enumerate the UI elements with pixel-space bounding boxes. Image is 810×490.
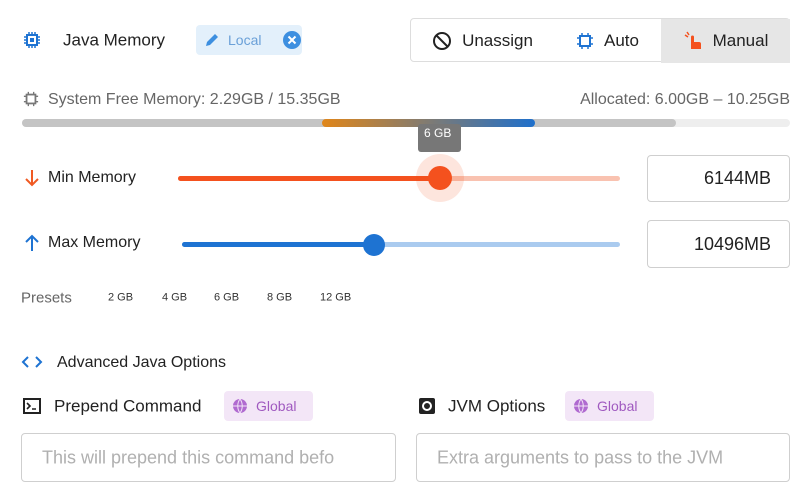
manual-button[interactable]: Manual — [661, 19, 790, 63]
badge-text: Local — [228, 32, 262, 48]
min-fill — [178, 176, 440, 181]
code-icon — [21, 356, 43, 368]
pencil-icon — [206, 34, 218, 46]
allocated: Allocated: 6.00GB – 10.25GB — [580, 91, 790, 108]
mode-group: Unassign Auto Manual — [410, 18, 790, 63]
jvm-input[interactable]: Extra arguments to pass to the JVM — [416, 433, 790, 482]
prepend-label: Prepend Command — [54, 396, 202, 416]
min-label: Min Memory — [48, 169, 137, 186]
presets-label: Presets — [21, 289, 72, 307]
mode-text: Manual — [712, 31, 769, 50]
min-thumb[interactable] — [428, 166, 452, 190]
preset-option[interactable]: 8 GB — [267, 291, 293, 304]
jvm-label: JVM Options — [448, 396, 546, 416]
mode-text: Unassign — [462, 31, 533, 50]
slider-tooltip: 6 GB — [418, 124, 461, 152]
max-input[interactable]: 10496 MB — [647, 220, 790, 268]
globe-icon — [574, 398, 588, 414]
max-track — [182, 242, 620, 247]
globe-icon — [233, 398, 247, 414]
terminal-icon — [23, 398, 41, 414]
advanced-title: Advanced Java Options — [57, 354, 226, 371]
gear-icon — [419, 398, 435, 414]
chip-icon — [577, 33, 593, 49]
unassign-icon — [433, 32, 452, 50]
unassign-button[interactable]: Unassign — [411, 19, 554, 63]
allocated-range — [322, 119, 535, 127]
system-free: System Free Memory: 2.29GB / 15.35GB — [48, 91, 341, 108]
up-arrow — [25, 234, 39, 251]
min-unit: MB — [744, 168, 771, 188]
prepend-input[interactable]: This will prepend this command befo — [21, 433, 396, 482]
max-unit: MB — [744, 233, 771, 254]
placeholder: This will prepend this command befo — [42, 447, 335, 467]
chip-icon — [24, 32, 40, 48]
preset-option[interactable]: 6 GB — [214, 291, 240, 304]
down-arrow — [25, 170, 39, 187]
remove-icon[interactable] — [282, 30, 302, 50]
placeholder: Extra arguments to pass to the JVM — [437, 447, 724, 467]
badge-text: Global — [256, 398, 297, 414]
mode-text: Auto — [604, 31, 639, 50]
chip-icon — [23, 91, 39, 107]
max-value: 10496 — [693, 233, 744, 254]
max-fill — [182, 242, 374, 247]
hand-icon — [684, 31, 701, 49]
badge-text: Global — [597, 398, 638, 414]
preset-option[interactable]: 4 GB — [162, 291, 188, 304]
title: Java Memory — [63, 30, 166, 50]
auto-button[interactable]: Auto — [554, 19, 661, 63]
global-badge: Global — [565, 391, 654, 421]
preset-option[interactable]: 12 GB — [320, 291, 352, 304]
max-thumb[interactable] — [363, 234, 385, 256]
min-value: 6144 — [703, 168, 744, 188]
preset-option[interactable]: 2 GB — [108, 291, 134, 304]
max-label: Max Memory — [48, 234, 141, 251]
local-badge[interactable]: Local — [196, 25, 302, 55]
min-input[interactable]: 6144 MB — [647, 155, 790, 202]
global-badge: Global — [224, 391, 313, 421]
